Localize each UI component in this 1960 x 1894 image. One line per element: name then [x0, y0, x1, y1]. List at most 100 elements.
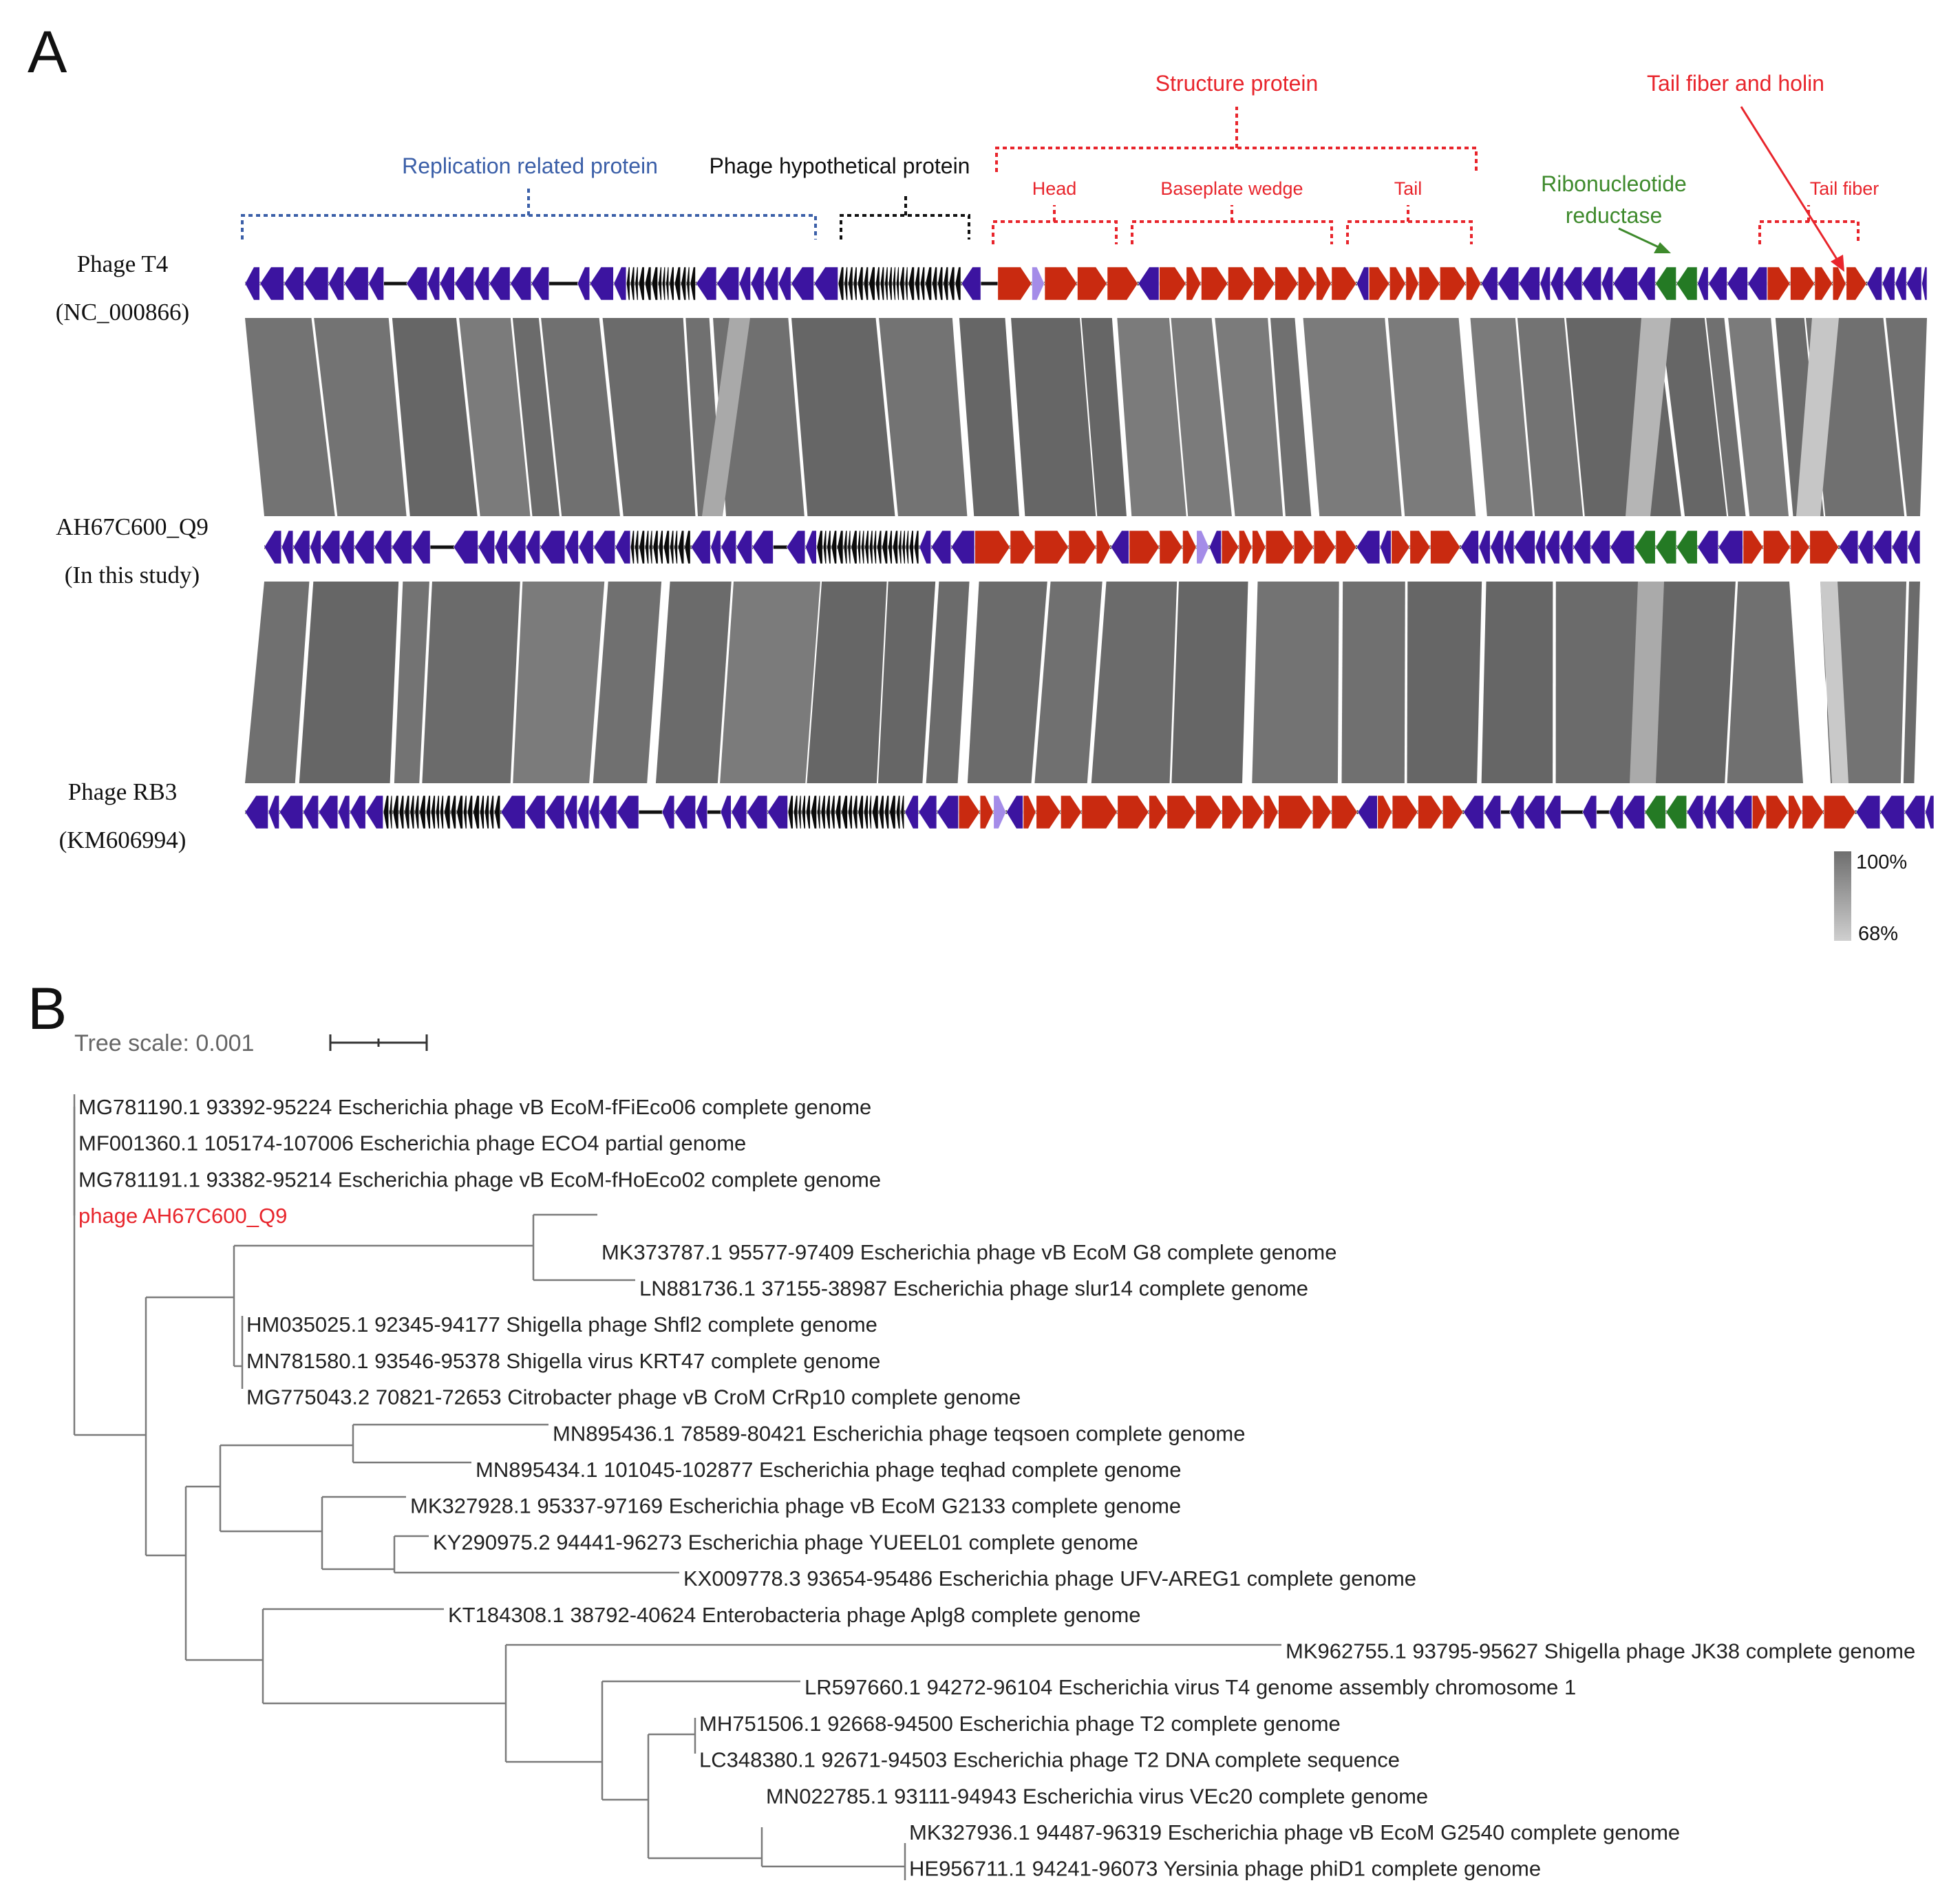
gene-arrow [419, 795, 426, 829]
gene-arrow [412, 530, 431, 564]
similarity-band [879, 318, 968, 516]
similarity-band [314, 318, 407, 516]
gene-arrow [439, 266, 455, 301]
gene-arrow [1389, 266, 1406, 301]
gene-arrow [1392, 795, 1418, 829]
gene-arrow [279, 795, 303, 829]
gene-arrow [1846, 266, 1867, 301]
similarity-band [541, 318, 620, 516]
genome-track-t4 [244, 266, 1928, 301]
tree-leaf-label: HE956711.1 94241-96073 Yersinia phage ph… [909, 1857, 1541, 1881]
gene-arrow [681, 266, 687, 301]
gene-arrow [896, 266, 899, 301]
gene-arrow [1418, 795, 1443, 829]
label-replication: Replication related protein [402, 153, 658, 178]
gene-arrow [1430, 530, 1461, 564]
gene-arrow [284, 266, 304, 301]
gene-arrow [374, 530, 392, 564]
gene-arrow [993, 795, 1007, 829]
gene-arrow [1221, 530, 1239, 564]
gene-arrow [1253, 266, 1275, 301]
gene-arrow [1023, 795, 1036, 829]
gene-arrow [1747, 266, 1767, 301]
gene-arrow [392, 795, 399, 829]
gene-arrow [736, 530, 753, 564]
gene-arrow [494, 795, 501, 829]
gene-arrow [1081, 795, 1118, 829]
gene-arrow [589, 266, 614, 301]
gene-arrow [1377, 795, 1392, 829]
tree-leaf-label: MK327928.1 95337-97169 Escherichia phage… [410, 1494, 1181, 1518]
gene-arrow [835, 795, 842, 829]
gene-arrow [1418, 266, 1440, 301]
gene-arrow [1440, 266, 1467, 301]
gene-arrow [1312, 795, 1332, 829]
similarity-band [1303, 318, 1402, 516]
gene-arrow [489, 266, 511, 301]
gene-arrow [892, 266, 896, 301]
similarity-band [1341, 582, 1405, 783]
similarity-band [1517, 318, 1584, 516]
gene-arrow [793, 795, 798, 829]
similarity-band [512, 318, 560, 516]
gene-arrow [1676, 530, 1698, 564]
gene-arrow [564, 795, 577, 829]
gene-arrow [1540, 266, 1551, 301]
gene-arrow [453, 530, 478, 564]
gene-arrow [1697, 266, 1709, 301]
gene-arrow [635, 266, 639, 301]
tree-leaf-label: LR597660.1 94272-96104 Escherichia virus… [805, 1675, 1576, 1699]
similarity-band [1091, 582, 1178, 783]
similarity-band [959, 318, 1019, 516]
gene-arrow [1518, 266, 1540, 301]
gene-arrow [1686, 795, 1704, 829]
gene-arrow [1293, 530, 1314, 564]
gene-arrow [1610, 530, 1635, 564]
gene-arrow [409, 795, 415, 829]
gene-arrow [918, 795, 937, 829]
gene-arrow [895, 795, 901, 829]
gene-arrow [1186, 266, 1202, 301]
tree-scale-bar [329, 1034, 428, 1051]
gene-arrow [690, 266, 696, 301]
gene-arrow [1655, 530, 1677, 564]
similarity-bands-bottom [245, 582, 1920, 783]
tree-leaf-label: KY290975.2 94441-96273 Escherichia phage… [433, 1530, 1138, 1554]
similarity-band [1903, 582, 1920, 783]
similarity-band [1117, 318, 1186, 516]
gene-arrow [1409, 530, 1431, 564]
gene-arrow [1356, 266, 1370, 301]
gene-arrow [630, 266, 635, 301]
gene-arrow [908, 266, 915, 301]
bracket-structure [995, 107, 1478, 172]
gene-arrow [436, 795, 440, 829]
gene-arrow [1509, 795, 1524, 829]
gene-arrow [1873, 530, 1892, 564]
similarity-band-light [1789, 582, 1831, 783]
gene-arrow [844, 266, 848, 301]
gene-arrow [1545, 530, 1560, 564]
gene-arrow [1357, 795, 1378, 829]
similarity-band [1270, 318, 1312, 516]
gene-arrow [900, 795, 905, 829]
identity-scale-min: 68% [1858, 923, 1898, 945]
gene-arrow [948, 266, 955, 301]
gene-arrow [1278, 795, 1313, 829]
gene-arrow [1010, 530, 1035, 564]
gene-arrow [1036, 795, 1061, 829]
gene-arrow [489, 795, 494, 829]
similarity-band [513, 582, 605, 783]
gene-arrow [920, 266, 925, 301]
genome-accession-q9: (In this study) [65, 562, 200, 588]
gene-arrow [1167, 795, 1196, 829]
similarity-band [655, 582, 732, 783]
gene-arrow [1149, 795, 1167, 829]
gene-arrow [686, 266, 690, 301]
gene-arrow [404, 795, 410, 829]
gene-arrow [786, 530, 806, 564]
similarity-band [1081, 318, 1127, 516]
gene-arrow [710, 530, 721, 564]
similarity-band [1171, 318, 1232, 516]
gene-arrow [721, 530, 736, 564]
similarity-band [1555, 582, 1643, 783]
